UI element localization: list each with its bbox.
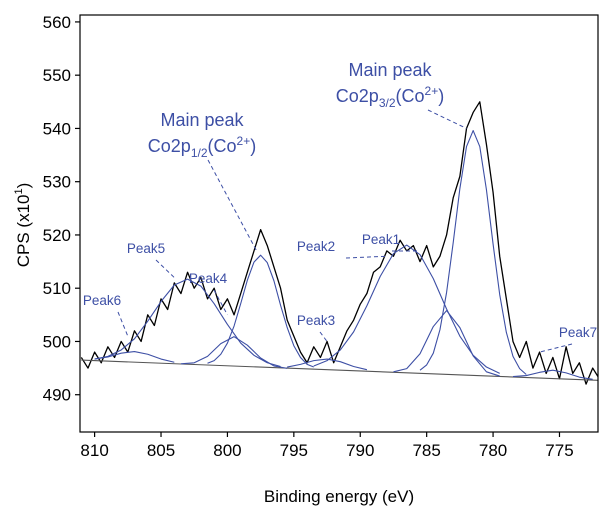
x-tick-label: 780 <box>479 441 507 460</box>
y-tick-label: 540 <box>43 119 71 138</box>
x-tick-label: 800 <box>213 441 241 460</box>
plot-frame <box>79 14 599 433</box>
y-tick-label: 550 <box>43 66 71 85</box>
fit-component <box>180 336 288 369</box>
annotation-label: Peak3 <box>297 313 335 328</box>
annotation-leader <box>539 343 573 353</box>
annotation-sublabel-part: 1/2 <box>191 146 208 160</box>
annotation-sublabel-part: 2+ <box>425 84 439 98</box>
y-tick-label: 490 <box>43 386 71 405</box>
annotation-label: Peak5 <box>127 241 165 256</box>
y-axis-title-part: ) <box>14 183 33 189</box>
fit-component <box>287 358 368 371</box>
annotation-leader <box>345 255 387 259</box>
fit-component <box>207 254 314 368</box>
annotation-label: Peak2 <box>297 239 335 254</box>
annotation-sublabel-part: ) <box>438 86 444 106</box>
annotation-leader <box>319 331 328 342</box>
annotation-leader <box>207 159 258 252</box>
annotation-sublabel-part: Co2p <box>336 86 379 106</box>
fit-component <box>393 310 500 377</box>
x-tick-label: 805 <box>147 441 175 460</box>
spectrum-line <box>80 101 598 385</box>
annotation-leader <box>155 259 175 278</box>
plot-area <box>80 101 598 385</box>
annotation-sublabel: Co2p1/2(Co2+) <box>148 134 256 160</box>
annotation-label: Peak4 <box>189 271 228 286</box>
x-tick-label: 810 <box>80 441 108 460</box>
y-tick-label: 520 <box>43 226 71 245</box>
annotation-sublabel: Co2p3/2(Co2+) <box>336 84 444 110</box>
annotation-label: Main peak <box>348 60 432 80</box>
fit-component <box>419 130 527 375</box>
x-tick-label: 785 <box>412 441 440 460</box>
x-tick-label: 775 <box>545 441 573 460</box>
y-tick-label: 530 <box>43 173 71 192</box>
fit-component <box>94 278 281 368</box>
annotation-leader <box>213 289 228 316</box>
annotation-sublabel-part: Co2p <box>148 136 191 156</box>
fit-component <box>512 369 593 380</box>
annotation-sublabel-part: 2+ <box>237 134 251 148</box>
annotation-sublabel-part: (Co <box>208 136 237 156</box>
annotation-label: Peak1 <box>362 232 400 247</box>
x-tick-label: 795 <box>280 441 308 460</box>
y-axis-title-part: CPS (x10 <box>14 195 33 268</box>
y-axis-title: CPS (x101) <box>13 183 33 268</box>
y-tick-label: 500 <box>43 332 71 351</box>
annotation-label: Main peak <box>160 110 244 130</box>
annotation-leader <box>427 109 467 129</box>
annotation-label: Peak7 <box>559 325 597 340</box>
y-axis-title-part: 1 <box>13 188 25 194</box>
annotation-sublabel-part: 3/2 <box>379 96 396 110</box>
annotation-leader <box>117 311 129 337</box>
x-tick-label: 790 <box>346 441 374 460</box>
fit-component <box>313 244 500 374</box>
y-tick-label: 510 <box>43 279 71 298</box>
annotation-sublabel-part: (Co <box>396 86 425 106</box>
y-tick-label: 560 <box>43 13 71 32</box>
annotation-label: Peak6 <box>83 293 121 308</box>
x-axis-title: Binding energy (eV) <box>264 487 414 506</box>
annotation-sublabel-part: ) <box>250 136 256 156</box>
background-line <box>81 359 598 381</box>
